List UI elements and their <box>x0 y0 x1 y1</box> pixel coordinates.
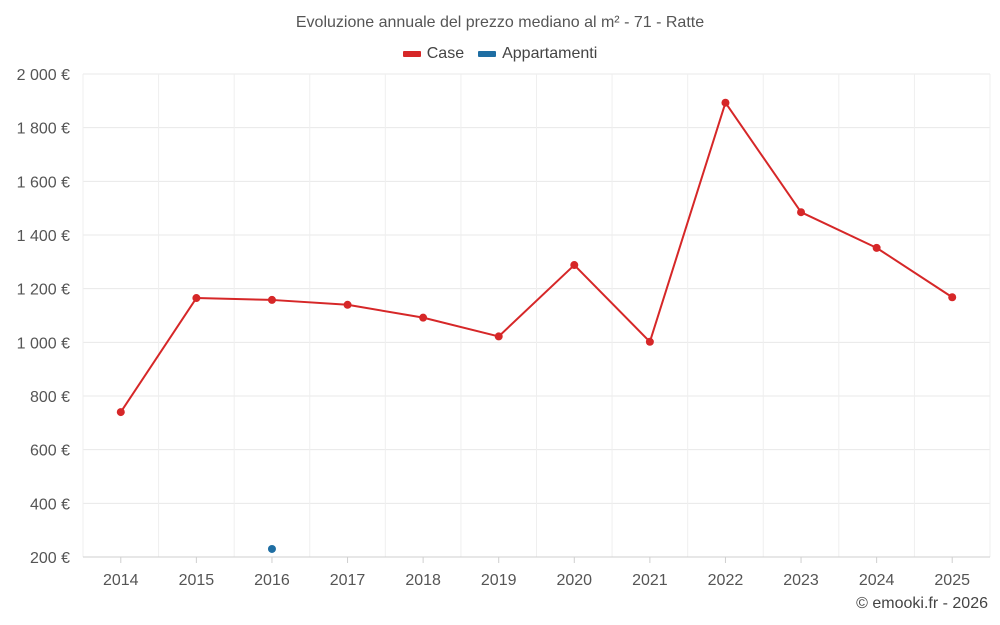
data-point-case <box>419 313 428 322</box>
data-point-appartamenti <box>267 544 276 553</box>
x-tick-label: 2019 <box>481 572 517 589</box>
x-tick-label: 2016 <box>254 572 290 589</box>
legend-item-case[interactable]: Case <box>402 45 465 63</box>
y-tick-label: 600 € <box>30 443 70 460</box>
data-point-case <box>948 293 957 302</box>
x-tick-label: 2020 <box>556 572 592 589</box>
data-point-case <box>267 295 276 304</box>
y-tick-label: 1 200 € <box>17 282 70 299</box>
legend-label-appartamenti: Appartamenti <box>502 45 598 62</box>
data-point-case <box>494 332 503 341</box>
chart-title: Evoluzione annuale del prezzo mediano al… <box>295 14 705 31</box>
y-tick-label: 1 600 € <box>17 174 70 191</box>
y-tick-label: 1 800 € <box>17 121 70 138</box>
data-point-case <box>645 337 654 346</box>
x-tick-label: 2015 <box>179 572 215 589</box>
data-point-case <box>192 294 201 303</box>
y-tick-label: 1 000 € <box>17 335 70 352</box>
y-tick-label: 2 000 € <box>17 67 70 84</box>
x-tick-label: 2023 <box>783 572 819 589</box>
y-tick-label: 400 € <box>30 496 70 513</box>
data-point-case <box>570 261 579 270</box>
x-tick-label: 2022 <box>708 572 744 589</box>
y-tick-label: 1 400 € <box>17 228 70 245</box>
credit: © emooki.fr - 2026 <box>856 595 988 612</box>
legend-item-appartamenti[interactable]: Appartamenti <box>478 45 597 63</box>
legend-label-case: Case <box>426 45 465 62</box>
data-point-case <box>343 300 352 309</box>
data-point-case <box>872 243 881 252</box>
x-tick-label: 2021 <box>632 572 668 589</box>
y-tick-label: 800 € <box>30 389 70 406</box>
x-tick-label: 2018 <box>405 572 441 589</box>
legend-swatch-appartamenti <box>478 51 497 57</box>
legend-swatch-case <box>402 51 421 57</box>
series-line-case <box>119 101 953 413</box>
data-point-case <box>797 208 806 217</box>
x-tick-label: 2014 <box>103 572 139 589</box>
y-tick-label: 200 € <box>30 550 70 567</box>
x-tick-label: 2025 <box>934 572 970 589</box>
legend: Case Appartamenti <box>0 45 1000 63</box>
data-point-case <box>721 98 730 107</box>
data-point-case <box>116 408 125 417</box>
x-tick-label: 2017 <box>330 572 366 589</box>
x-tick-label: 2024 <box>859 572 895 589</box>
